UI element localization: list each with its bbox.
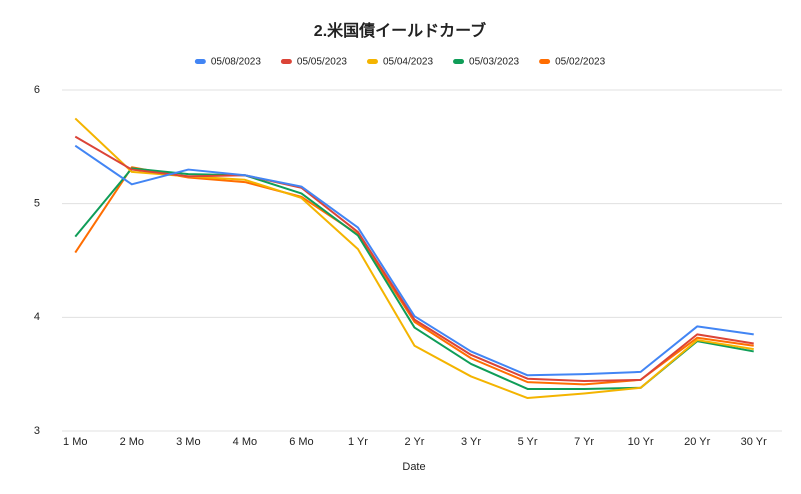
x-tick-label: 2 Yr xyxy=(405,436,425,448)
x-tick-label: 4 Mo xyxy=(233,436,257,448)
x-tick-label: 1 Yr xyxy=(348,436,368,448)
x-tick-label: 3 Yr xyxy=(461,436,481,448)
legend-swatch xyxy=(280,59,292,64)
legend-label: 05/05/2023 xyxy=(297,57,347,68)
x-tick-label: 1 Mo xyxy=(63,436,87,448)
y-tick-label: 5 xyxy=(34,198,40,210)
x-tick-label: 7 Yr xyxy=(574,436,594,448)
series-line xyxy=(74,167,754,390)
x-tick-label: 5 Yr xyxy=(518,436,538,448)
x-tick-label: 20 Yr xyxy=(684,436,710,448)
legend-label: 05/03/2023 xyxy=(469,57,519,68)
legend-label: 05/02/2023 xyxy=(555,57,605,68)
x-tick-label: 30 Yr xyxy=(741,436,767,448)
x-tick-label: 6 Mo xyxy=(289,436,313,448)
legend-label: 05/04/2023 xyxy=(383,57,433,68)
x-axis-label: Date xyxy=(402,461,425,473)
series-line xyxy=(74,166,754,386)
legend-swatch xyxy=(194,59,206,64)
x-tick-label: 10 Yr xyxy=(628,436,654,448)
x-tick-label: 3 Mo xyxy=(176,436,200,448)
legend-swatch xyxy=(453,59,465,64)
x-tick-label: 2 Mo xyxy=(120,436,144,448)
y-tick-label: 6 xyxy=(34,84,40,96)
series-line xyxy=(74,117,754,400)
legend-swatch xyxy=(539,59,551,64)
y-tick-label: 4 xyxy=(34,311,40,323)
chart-title: 2.米国債イールドカーブ xyxy=(314,21,486,40)
legend-label: 05/08/2023 xyxy=(211,57,261,68)
series-line xyxy=(74,135,754,382)
y-tick-label: 3 xyxy=(34,425,40,437)
legend-swatch xyxy=(366,59,378,64)
series-line xyxy=(74,144,754,377)
